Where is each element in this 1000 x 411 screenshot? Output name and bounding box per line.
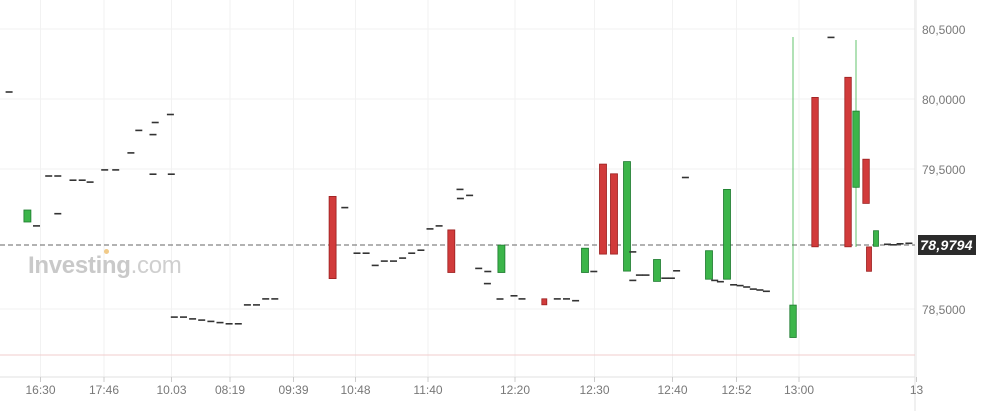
- svg-text:80,5000: 80,5000: [922, 23, 966, 37]
- svg-text:16:30: 16:30: [25, 383, 55, 397]
- svg-text:10.03: 10.03: [156, 383, 186, 397]
- svg-text:78,5000: 78,5000: [922, 303, 966, 317]
- svg-text:13: 13: [910, 383, 924, 397]
- svg-text:12:30: 12:30: [579, 383, 609, 397]
- svg-text:09:39: 09:39: [278, 383, 308, 397]
- svg-text:17:46: 17:46: [89, 383, 119, 397]
- svg-text:11:40: 11:40: [413, 383, 442, 397]
- svg-text:12:52: 12:52: [721, 383, 751, 397]
- svg-text:13:00: 13:00: [784, 383, 814, 397]
- svg-text:12:40: 12:40: [657, 383, 687, 397]
- svg-text:08:19: 08:19: [215, 383, 245, 397]
- svg-text:10:48: 10:48: [340, 383, 370, 397]
- svg-text:80,0000: 80,0000: [922, 93, 966, 107]
- svg-text:12:20: 12:20: [500, 383, 530, 397]
- svg-text:79,5000: 79,5000: [922, 163, 966, 177]
